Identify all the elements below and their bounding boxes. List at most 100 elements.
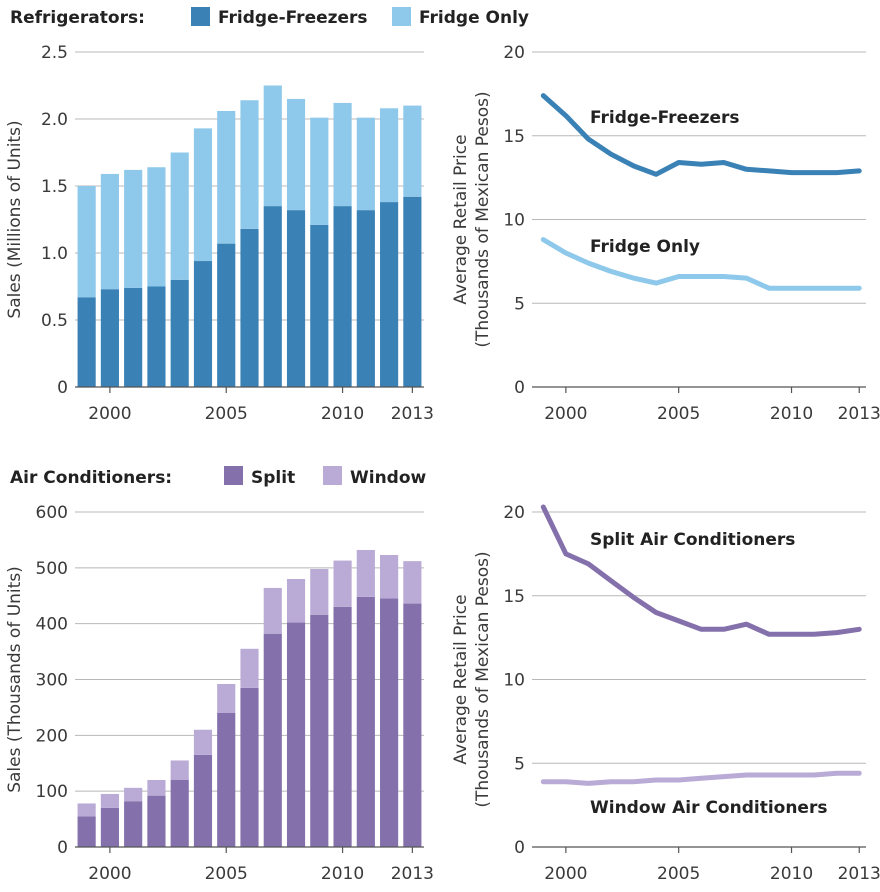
bar-fridge-freezers [193, 261, 213, 387]
y-tick-label: 200 [36, 726, 68, 746]
bar-fridge-only [100, 173, 119, 290]
split-legend-label: Split [251, 468, 295, 488]
bar-split [310, 614, 329, 847]
bar-fridge-freezers [124, 287, 143, 387]
x-tick-label: 2013 [838, 404, 880, 424]
y-tick-label: 600 [36, 503, 68, 523]
fridge-only-swatch [392, 7, 411, 26]
series-label: Fridge-Freezers [590, 108, 740, 128]
x-tick-label: 2005 [657, 864, 700, 884]
bar-fridge-only [124, 169, 143, 288]
bar-fridge-only [310, 117, 329, 225]
y-axis-title: (Thousands of Mexican Pesos) [473, 91, 493, 347]
y-tick-label: 400 [36, 615, 68, 635]
x-tick-label: 2013 [838, 864, 880, 884]
bar-fridge-only [333, 102, 352, 207]
y-tick-label: 500 [36, 559, 68, 579]
x-tick-label: 2000 [88, 404, 131, 424]
y-tick-label: 20 [503, 503, 525, 523]
series-line-fridge-freezers [540, 93, 862, 177]
y-tick-label: 10 [503, 211, 525, 231]
bar-window [217, 683, 236, 713]
bar-window [310, 568, 329, 615]
x-tick-label: 2005 [205, 864, 248, 884]
y-axis-title: (Thousands of Mexican Pesos) [473, 551, 493, 807]
x-tick-label: 2010 [770, 404, 813, 424]
y-tick-label: 300 [36, 671, 68, 691]
bar-fridge-only [380, 108, 399, 203]
y-tick-label: 0 [57, 838, 68, 858]
bar-split [100, 807, 119, 847]
bar-fridge-freezers [217, 243, 236, 387]
y-axis-title: Sales (Thousands of Units) [5, 566, 25, 793]
bar-split [170, 780, 189, 847]
bar-fridge-only [263, 85, 282, 207]
bar-window [77, 803, 96, 817]
y-tick-label: 0.5 [41, 311, 68, 331]
x-tick-label: 2000 [88, 864, 131, 884]
bar-split [77, 816, 96, 847]
series-label: Split Air Conditioners [590, 530, 795, 550]
bar-split [286, 622, 306, 847]
bar-fridge-freezers [240, 228, 259, 387]
fridge-sales-chart: 0 0.5 1.0 1.5 2.0 2.5 Sales (Millions of Units… [5, 43, 434, 424]
bar-fridge-freezers [77, 297, 96, 387]
x-tick-label: 2013 [391, 404, 434, 424]
x-tick-label: 2013 [391, 864, 434, 884]
bar-window [240, 648, 259, 688]
bar-split [380, 598, 399, 847]
window-swatch [323, 466, 342, 485]
bar-fridge-only [193, 128, 213, 262]
bar-window [170, 760, 189, 780]
y-axis-title: Sales (Millions of Units) [5, 120, 25, 318]
y-tick-label: 20 [503, 43, 525, 63]
bar-fridge-only [286, 98, 306, 211]
bar-window [380, 554, 399, 599]
series-line-fridge-only [540, 237, 862, 291]
y-tick-label: 2.0 [41, 110, 68, 130]
bar-split [193, 754, 213, 847]
bar-split [240, 687, 259, 847]
bar-fridge-only [147, 167, 166, 287]
bar-fridge-only [240, 100, 259, 229]
bar-window [333, 560, 352, 607]
bar-window [124, 787, 143, 802]
y-tick-label: 5 [514, 294, 525, 314]
series-line-window-air-conditioners [540, 770, 862, 786]
bar-window [403, 561, 422, 604]
ac-legend: Air Conditioners: Split Window [10, 466, 427, 488]
bar-fridge-freezers [356, 210, 375, 387]
y-axis-title: Average Retail Price [451, 594, 471, 764]
bar-window [286, 579, 306, 623]
bar-window [263, 587, 282, 634]
bar-window [356, 549, 375, 597]
x-tick-label: 2010 [321, 864, 364, 884]
bar-fridge-freezers [333, 206, 352, 387]
fridge-freezers-legend-label: Fridge-Freezers [218, 8, 368, 28]
y-tick-label: 10 [503, 671, 525, 691]
fridge-legend: Refrigerators: Fridge-Freezers Fridge On… [10, 7, 529, 28]
y-tick-label: 100 [36, 782, 68, 802]
bar-split [263, 633, 282, 847]
y-axis-title: Average Retail Price [451, 134, 471, 304]
bar-fridge-only [403, 105, 422, 197]
bar-fridge-only [217, 110, 236, 244]
y-tick-label: 0 [514, 378, 525, 398]
x-tick-label: 2005 [657, 404, 700, 424]
x-tick-label: 2010 [770, 864, 813, 884]
y-tick-label: 15 [503, 587, 525, 607]
x-tick-label: 2000 [544, 404, 587, 424]
y-tick-label: 2.5 [41, 43, 68, 63]
bar-split [124, 801, 143, 847]
y-tick-label: 5 [514, 754, 525, 774]
bar-split [356, 596, 375, 847]
y-tick-label: 15 [503, 127, 525, 147]
fridge-legend-title: Refrigerators: [10, 8, 145, 28]
ac-price-chart: 0 5 10 15 20 Average Retail Price (Thousands o… [451, 503, 880, 884]
x-tick-label: 2010 [321, 404, 364, 424]
x-tick-label: 2005 [205, 404, 248, 424]
y-tick-label: 1.0 [41, 244, 68, 264]
bar-fridge-freezers [310, 224, 329, 387]
y-tick-label: 0 [57, 378, 68, 398]
